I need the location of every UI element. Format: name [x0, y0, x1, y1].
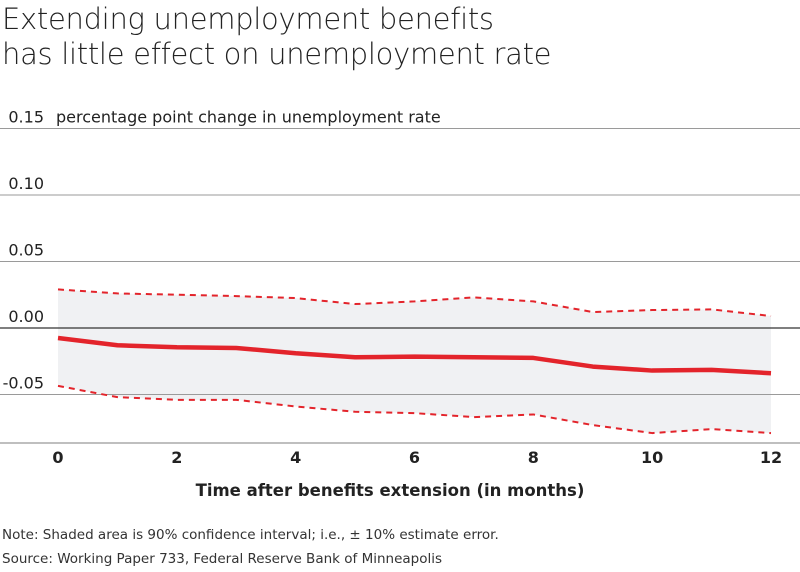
- x-tick-label: 10: [641, 448, 663, 467]
- x-tick-label: 2: [171, 448, 182, 467]
- chart-title: Extending unemployment benefits has litt…: [2, 2, 552, 72]
- y-tick-label: -0.05: [3, 374, 44, 393]
- title-line-1: Extending unemployment benefits: [2, 2, 494, 36]
- y-tick-label: 0.00: [8, 307, 44, 326]
- title-line-2: has little effect on unemployment rate: [2, 37, 552, 71]
- y-axis-label: percentage point change in unemployment …: [56, 108, 441, 127]
- note-text: Note: Shaded area is 90% confidence inte…: [2, 527, 499, 543]
- x-tick-label: 4: [290, 448, 301, 467]
- confidence-band: [58, 289, 771, 434]
- y-tick-label: 0.05: [8, 241, 44, 260]
- lower-bound-line: [57, 384, 772, 435]
- x-tick-label: 6: [409, 448, 420, 467]
- y-tick-label: 0.10: [8, 174, 44, 193]
- estimate-line: [57, 335, 772, 376]
- upper-bound-line: [57, 288, 772, 318]
- x-tick-label: 8: [528, 448, 539, 467]
- x-axis-label: Time after benefits extension (in months…: [196, 481, 585, 500]
- x-tick-label: 0: [52, 448, 63, 467]
- x-tick-label: 12: [760, 448, 782, 467]
- y-tick-label: 0.15: [8, 108, 44, 127]
- source-text: Source: Working Paper 733, Federal Reser…: [2, 551, 443, 567]
